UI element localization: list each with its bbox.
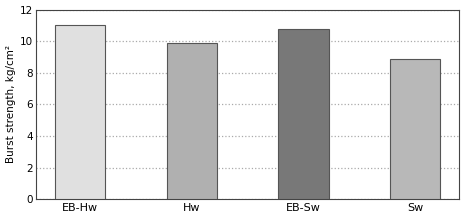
Y-axis label: Burst strength, kg/cm²: Burst strength, kg/cm² [6, 45, 15, 163]
Bar [390, 58, 440, 199]
Bar [55, 25, 105, 199]
Bar [166, 43, 217, 199]
Bar [278, 29, 329, 199]
